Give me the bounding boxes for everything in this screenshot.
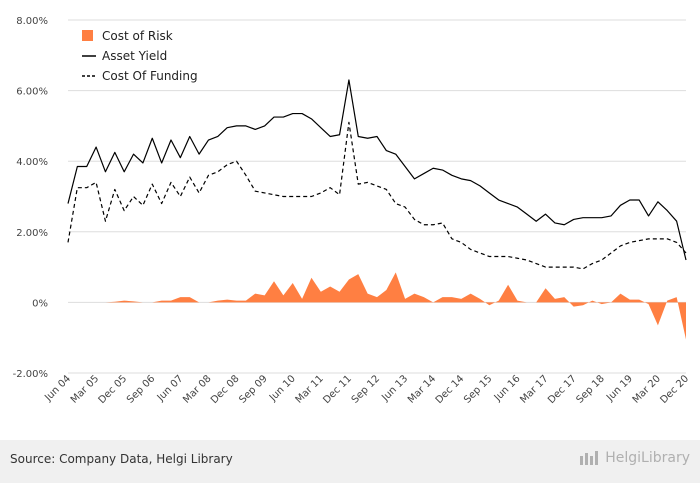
x-tick-label: Mar 05	[69, 373, 101, 405]
x-tick-label: Mar 08	[181, 373, 213, 405]
x-tick-label: Mar 20	[631, 373, 663, 405]
x-tick-label: Dec 20	[658, 373, 691, 406]
helgi-library-logo-icon	[580, 451, 599, 465]
series-asset-yield-line	[67, 79, 687, 261]
legend-label: Cost Of Funding	[102, 69, 198, 83]
x-tick-label: Jun 07	[155, 373, 186, 404]
x-tick-label: Sep 06	[125, 373, 157, 405]
x-tick-label: Mar 14	[406, 373, 438, 405]
x-tick-label: Mar 11	[294, 373, 326, 405]
x-tick-label: Sep 09	[237, 373, 269, 405]
x-tick-label: Sep 15	[462, 373, 494, 405]
lines-layer	[67, 79, 687, 270]
x-tick-label: Sep 12	[350, 373, 382, 405]
brand-logo: HelgiLibrary	[579, 450, 690, 466]
footer-bar: Source: Company Data, Helgi Library Helg…	[0, 440, 700, 483]
x-tick-label: Sep 18	[574, 373, 606, 405]
x-tick-label: Dec 17	[546, 373, 579, 406]
y-tick-label: 2.00%	[16, 228, 48, 239]
x-tick-label: Jun 13	[379, 373, 410, 404]
x-tick-label: Jun 19	[604, 373, 635, 404]
legend-item: Cost of Risk	[82, 29, 173, 43]
legend-label: Asset Yield	[102, 49, 167, 63]
x-tick-label: Dec 14	[434, 373, 467, 406]
cost-of-risk-area-layer	[68, 272, 686, 340]
legend: Cost of Risk Asset Yield Cost Of Funding	[82, 29, 198, 83]
source-note: Source: Company Data, Helgi Library	[10, 452, 233, 466]
x-tick-label: Dec 08	[209, 373, 242, 406]
y-tick-label: 0%	[32, 298, 48, 309]
legend-swatch-area	[82, 30, 93, 41]
brand-name: HelgiLibrary	[605, 450, 690, 466]
legend-item: Cost Of Funding	[82, 69, 198, 83]
x-tick-label: Dec 11	[321, 373, 354, 406]
y-axis: 8.00% 6.00% 4.00% 2.00% 0% -2.00%	[13, 16, 48, 380]
y-tick-label: 6.00%	[16, 87, 48, 98]
series-cost-of-funding-line	[67, 121, 687, 270]
y-tick-label: -2.00%	[13, 369, 48, 380]
y-tick-label: 8.00%	[16, 16, 48, 27]
x-tick-label: Mar 17	[518, 373, 550, 405]
series-cost-of-risk-area	[68, 272, 686, 340]
x-tick-label: Jun 10	[267, 373, 298, 404]
legend-item: Asset Yield	[82, 49, 167, 63]
legend-label: Cost of Risk	[102, 29, 173, 43]
x-tick-label: Jun 16	[492, 373, 523, 404]
x-tick-label: Dec 05	[97, 373, 130, 406]
y-tick-label: 4.00%	[16, 157, 48, 168]
